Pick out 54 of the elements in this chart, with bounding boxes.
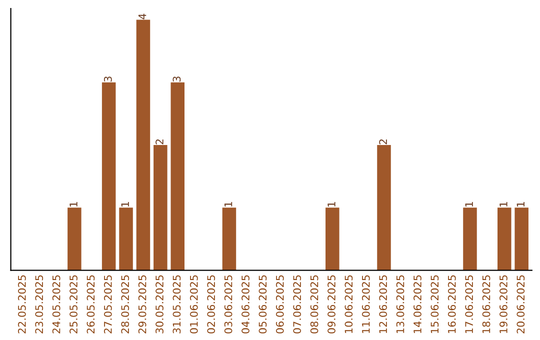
bar <box>463 208 477 270</box>
x-tick-label: 01.06.2025 <box>190 275 198 334</box>
x-tick-label: 22.05.2025 <box>18 275 26 334</box>
x-tick-label: 25.05.2025 <box>70 275 78 334</box>
x-tick-label: 26.05.2025 <box>86 275 95 334</box>
x-tick-label: 02.06.2025 <box>207 275 216 334</box>
bar <box>498 208 512 270</box>
bar <box>514 208 528 270</box>
x-tick-label: 08.06.2025 <box>310 275 318 334</box>
data-label: 1 <box>121 202 129 207</box>
x-tick-label: 16.06.2025 <box>448 275 456 333</box>
bar <box>119 208 133 270</box>
bar <box>377 145 391 270</box>
bar <box>170 82 184 270</box>
x-tick-label: 31.05.2025 <box>172 275 181 334</box>
data-label: 1 <box>516 202 524 207</box>
bar <box>154 145 168 270</box>
x-tick-label: 10.06.2025 <box>344 275 353 333</box>
x-tick-label: 04.06.2025 <box>242 275 250 334</box>
data-label: 1 <box>224 202 232 207</box>
x-tick-label: 03.06.2025 <box>224 275 232 334</box>
x-tick-label: 28.05.2025 <box>121 275 130 334</box>
x-tick-label: 17.06.2025 <box>465 275 474 333</box>
data-label: 3 <box>104 76 112 82</box>
x-tick-label: 23.05.2025 <box>35 275 44 334</box>
bar <box>68 208 82 270</box>
data-label: 3 <box>172 76 181 82</box>
x-tick-label: 24.05.2025 <box>52 275 60 334</box>
x-tick-label: 05.06.2025 <box>258 275 267 334</box>
data-label: 4 <box>138 14 146 20</box>
x-tick-label: 18.06.2025 <box>482 275 490 333</box>
data-label: 2 <box>379 139 387 144</box>
bar <box>136 20 150 270</box>
data-label: 2 <box>156 139 164 144</box>
x-tick-label: 07.06.2025 <box>293 275 302 334</box>
data-label: 1 <box>70 202 78 207</box>
x-tick-label: 09.06.2025 <box>328 275 336 334</box>
x-tick-label: 27.05.2025 <box>104 275 112 334</box>
x-tick-label: 15.06.2025 <box>430 275 439 333</box>
data-label: 1 <box>328 202 336 207</box>
x-tick-label: 06.06.2025 <box>276 275 284 334</box>
bar <box>102 82 116 270</box>
x-tick-label: 14.06.2025 <box>414 275 422 333</box>
x-tick-label: 19.06.2025 <box>500 275 508 333</box>
bar <box>326 208 340 270</box>
x-tick-label: 29.05.2025 <box>138 275 146 334</box>
x-tick-label: 12.06.2025 <box>379 275 388 333</box>
x-tick-label: 11.06.2025 <box>362 275 370 333</box>
x-tick-label: 20.06.2025 <box>516 275 525 334</box>
bar <box>222 208 236 270</box>
data-label: 1 <box>465 202 473 207</box>
data-label: 1 <box>500 202 508 207</box>
x-tick-label: 30.05.2025 <box>156 275 164 334</box>
x-tick-label: 13.06.2025 <box>396 275 404 333</box>
